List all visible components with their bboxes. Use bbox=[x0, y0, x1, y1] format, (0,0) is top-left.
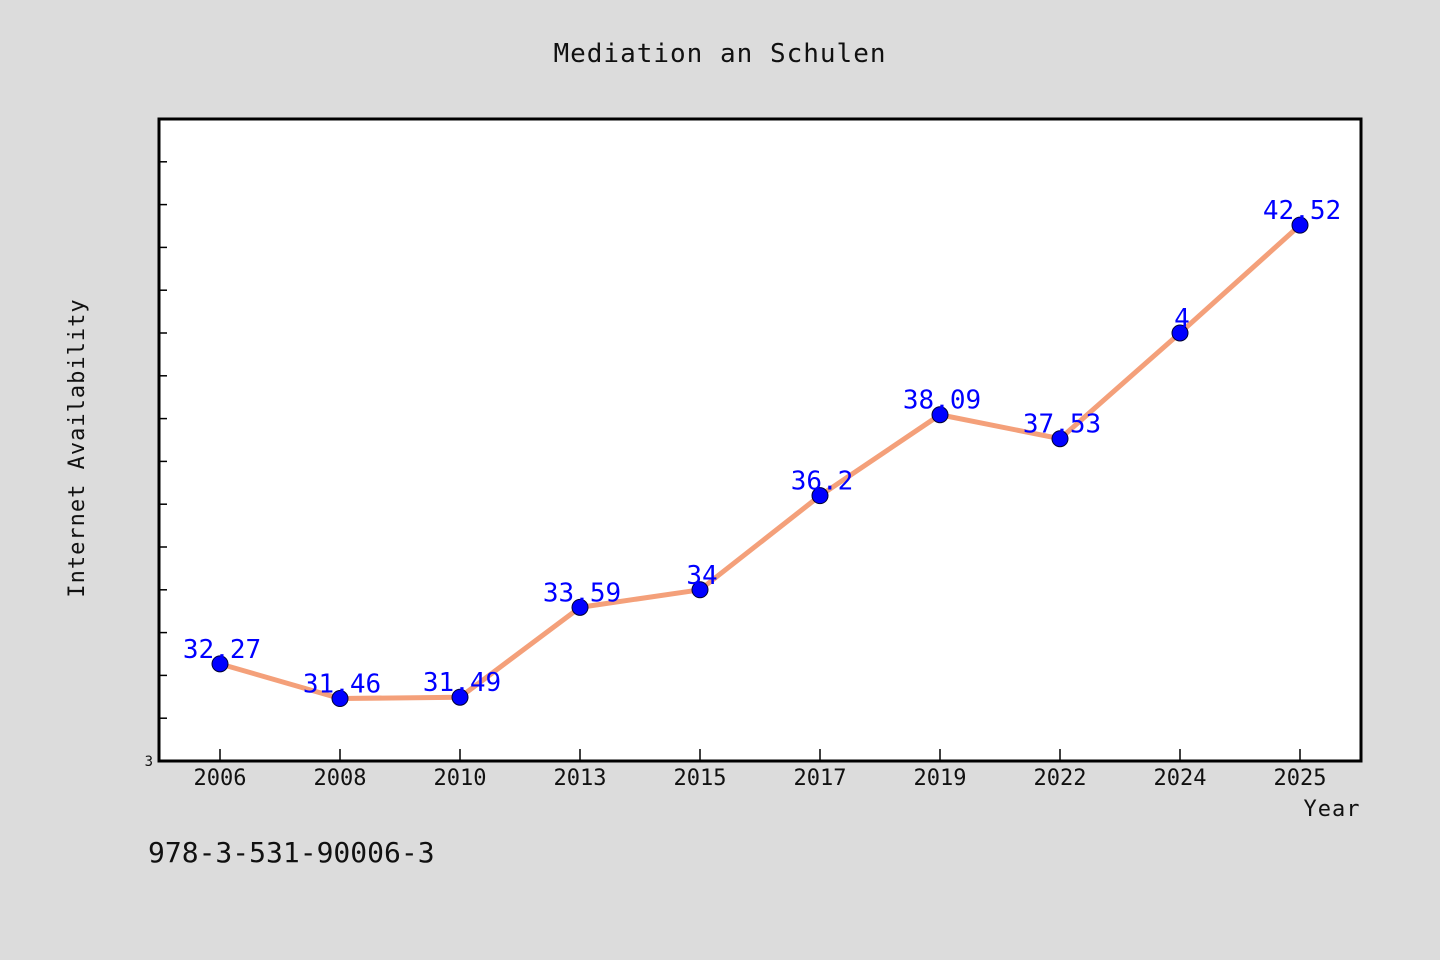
y-tick-label: 3 bbox=[145, 754, 153, 770]
data-labels: 32.27 31.46 31.49 33.59 34 36.2 38.09 37.53 4 42.… bbox=[183, 196, 1341, 699]
x-tick-label: 2013 bbox=[554, 766, 607, 791]
data-point bbox=[211, 655, 229, 673]
data-label: 38.09 bbox=[903, 386, 981, 416]
data-label: 31.46 bbox=[303, 670, 381, 700]
data-point bbox=[331, 690, 349, 708]
data-label: 37.53 bbox=[1023, 410, 1101, 440]
y-axis-ticks: 3 bbox=[145, 161, 167, 770]
x-tick-label: 2008 bbox=[314, 766, 367, 791]
data-point bbox=[451, 688, 469, 706]
x-tick-label: 2006 bbox=[194, 766, 247, 791]
x-tick-label: 2022 bbox=[1034, 766, 1087, 791]
data-label: 4 bbox=[1174, 304, 1190, 334]
data-label: 42.52 bbox=[1263, 196, 1341, 226]
data-label: 34 bbox=[686, 561, 717, 591]
x-tick-label: 2017 bbox=[794, 766, 847, 791]
chart-title: Mediation an Schulen bbox=[553, 39, 886, 69]
x-axis-ticks: 2006 2008 2010 2013 2015 2017 2019 2022 2024 2025 bbox=[194, 749, 1327, 791]
x-tick-label: 2019 bbox=[914, 766, 967, 791]
data-point bbox=[1291, 216, 1309, 234]
data-label: 36.2 bbox=[791, 467, 854, 497]
data-point bbox=[931, 406, 949, 424]
x-tick-label: 2024 bbox=[1154, 766, 1207, 791]
series-layer bbox=[211, 216, 1309, 708]
data-label: 32.27 bbox=[183, 635, 261, 665]
data-point bbox=[1171, 324, 1189, 342]
data-label: 33.59 bbox=[543, 578, 621, 608]
x-axis-label: Year bbox=[1304, 797, 1361, 822]
x-tick-label: 2025 bbox=[1274, 766, 1327, 791]
series-line bbox=[217, 222, 1303, 702]
data-point bbox=[691, 581, 709, 599]
data-label: 31.49 bbox=[423, 668, 501, 698]
data-point bbox=[1051, 430, 1069, 448]
x-tick-label: 2015 bbox=[674, 766, 727, 791]
data-point bbox=[571, 598, 589, 616]
x-tick-label: 2010 bbox=[434, 766, 487, 791]
data-point bbox=[811, 487, 829, 505]
y-axis-label: Internet Availability bbox=[65, 298, 90, 597]
footnote-isbn: 978-3-531-90006-3 bbox=[148, 836, 435, 869]
plot-area bbox=[157, 117, 1363, 763]
